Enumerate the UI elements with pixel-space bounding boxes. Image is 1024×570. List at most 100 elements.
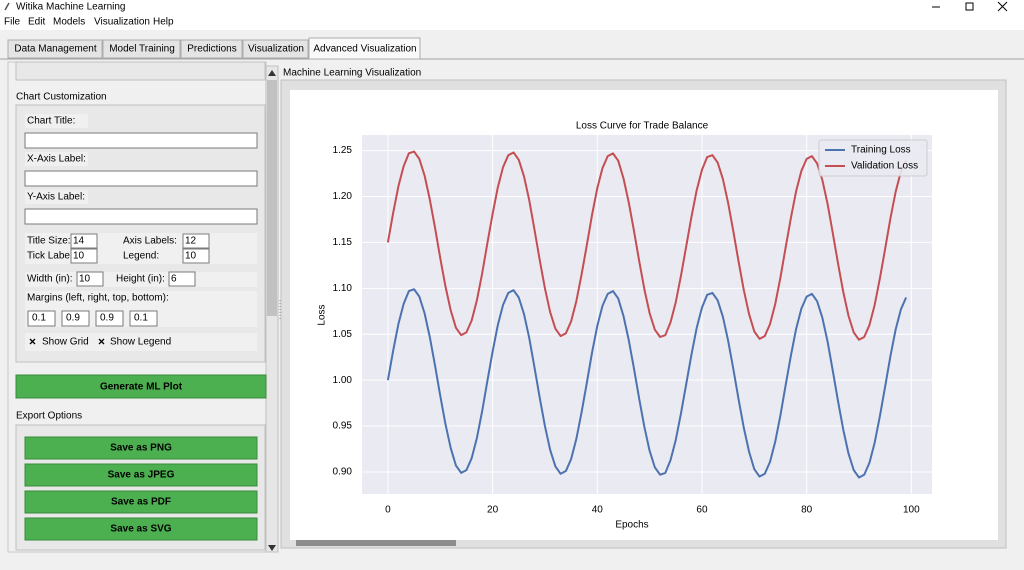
x-tick-label: 20 bbox=[487, 505, 499, 516]
tab[interactable] bbox=[7, 39, 103, 59]
checkbox-label: Show Legend bbox=[110, 337, 171, 348]
menu-item: Models bbox=[53, 17, 85, 28]
menu-bar bbox=[0, 14, 1024, 30]
y-tick-label: 1.00 bbox=[333, 375, 353, 386]
export-button-label: Save as PDF bbox=[111, 497, 171, 508]
number-value: 10 bbox=[79, 274, 91, 285]
text-input[interactable] bbox=[24, 208, 258, 225]
section-title: Export Options bbox=[16, 411, 82, 422]
y-tick-label: 1.20 bbox=[333, 191, 353, 202]
x-tick-label: 80 bbox=[801, 505, 813, 516]
number-input[interactable] bbox=[182, 248, 210, 264]
label-bg bbox=[25, 152, 88, 166]
export-button[interactable] bbox=[24, 517, 258, 541]
y-axis-label: Loss bbox=[317, 304, 328, 325]
field-label: Y-Axis Label: bbox=[27, 192, 85, 203]
tab-label: Visualization bbox=[248, 44, 304, 55]
panel-title: Machine Learning Visualization bbox=[283, 68, 421, 79]
menu-item: File bbox=[4, 17, 21, 28]
checkbox-mark[interactable] bbox=[29, 338, 36, 345]
number-value: 10 bbox=[185, 251, 197, 262]
export-button-label: Save as PNG bbox=[110, 443, 172, 454]
margins-label: Margins (left, right, top, bottom): bbox=[27, 293, 169, 304]
export-button[interactable] bbox=[24, 463, 258, 487]
tab-label: Predictions bbox=[187, 44, 236, 55]
text-input[interactable] bbox=[24, 132, 258, 149]
x-axis-label: Epochs bbox=[615, 520, 648, 531]
generate-button[interactable] bbox=[15, 374, 267, 399]
export-button[interactable] bbox=[24, 490, 258, 514]
tab[interactable] bbox=[102, 39, 181, 59]
tab-label: Data Management bbox=[14, 44, 96, 55]
scroll-down-arrow[interactable] bbox=[268, 545, 276, 551]
number-input[interactable] bbox=[168, 271, 196, 287]
y-tick-label: 1.15 bbox=[333, 237, 353, 248]
label-bg bbox=[25, 190, 88, 204]
tab-label: Advanced Visualization bbox=[313, 44, 416, 55]
app-icon bbox=[4, 2, 10, 11]
font-size-label: Legend: bbox=[123, 251, 159, 262]
y-tick-label: 0.95 bbox=[333, 421, 353, 432]
scrollbar-thumb[interactable] bbox=[267, 80, 277, 316]
number-input[interactable] bbox=[182, 233, 210, 249]
number-value: 12 bbox=[185, 236, 197, 247]
field-label: Chart Title: bbox=[27, 116, 75, 127]
number-value: 10 bbox=[73, 251, 85, 262]
scroll-up-arrow[interactable] bbox=[268, 70, 276, 76]
checkbox-label: Show Grid bbox=[42, 337, 89, 348]
legend-box bbox=[818, 139, 928, 177]
y-tick-label: 0.90 bbox=[333, 467, 353, 478]
tab-label: Model Training bbox=[109, 44, 175, 55]
clipped-group bbox=[15, 61, 266, 81]
font-size-frame bbox=[25, 233, 257, 264]
window-title: Witika Machine Learning bbox=[16, 2, 126, 13]
tab[interactable] bbox=[180, 39, 243, 59]
chart-title: Loss Curve for Trade Balance bbox=[576, 121, 709, 132]
tab[interactable] bbox=[308, 37, 421, 60]
legend-label: Validation Loss bbox=[851, 161, 918, 172]
loss-line bbox=[386, 288, 908, 479]
font-size-label: Tick Labels: bbox=[27, 251, 80, 262]
y-tick-label: 1.05 bbox=[333, 329, 353, 340]
y-tick-label: 1.10 bbox=[333, 283, 353, 294]
x-tick-label: 40 bbox=[592, 505, 604, 516]
toolbar bbox=[296, 540, 456, 546]
font-size-label: Title Size: bbox=[27, 236, 71, 247]
field-label: X-Axis Label: bbox=[27, 154, 86, 165]
font-size-label: Axis Labels: bbox=[123, 236, 177, 247]
menu-item: Help bbox=[153, 17, 174, 28]
number-input[interactable] bbox=[70, 233, 98, 249]
x-tick-label: 0 bbox=[385, 505, 391, 516]
checkbox-mark[interactable] bbox=[98, 338, 105, 345]
margin-input[interactable] bbox=[129, 310, 158, 327]
margin-input[interactable] bbox=[95, 310, 124, 327]
margin-input[interactable] bbox=[27, 310, 56, 327]
export-button[interactable] bbox=[24, 436, 258, 460]
label-bg bbox=[25, 114, 88, 128]
number-value: 6 bbox=[171, 274, 177, 285]
margin-value: 0.9 bbox=[66, 313, 80, 324]
plot-background bbox=[362, 135, 932, 494]
margin-input[interactable] bbox=[61, 310, 90, 327]
number-input[interactable] bbox=[76, 271, 104, 287]
tab[interactable] bbox=[242, 39, 309, 59]
menu-item: Edit bbox=[28, 17, 45, 28]
text-input[interactable] bbox=[24, 170, 258, 187]
number-input[interactable] bbox=[70, 248, 98, 264]
restore-button[interactable] bbox=[965, 2, 974, 11]
margin-value: 0.1 bbox=[134, 313, 148, 324]
y-tick-label: 1.25 bbox=[333, 145, 353, 156]
menu-item: Visualization bbox=[94, 17, 150, 28]
title-bar bbox=[0, 0, 1024, 14]
section-title: Chart Customization bbox=[16, 92, 107, 103]
generate-button-label: Generate ML Plot bbox=[100, 382, 183, 393]
x-tick-label: 100 bbox=[903, 505, 920, 516]
margin-value: 0.9 bbox=[100, 313, 114, 324]
checkbox-frame bbox=[25, 333, 257, 351]
number-value: 14 bbox=[73, 236, 85, 247]
export-button-label: Save as JPEG bbox=[108, 470, 175, 481]
size-label: Width (in): bbox=[27, 274, 73, 285]
close-button[interactable] bbox=[997, 1, 1008, 12]
